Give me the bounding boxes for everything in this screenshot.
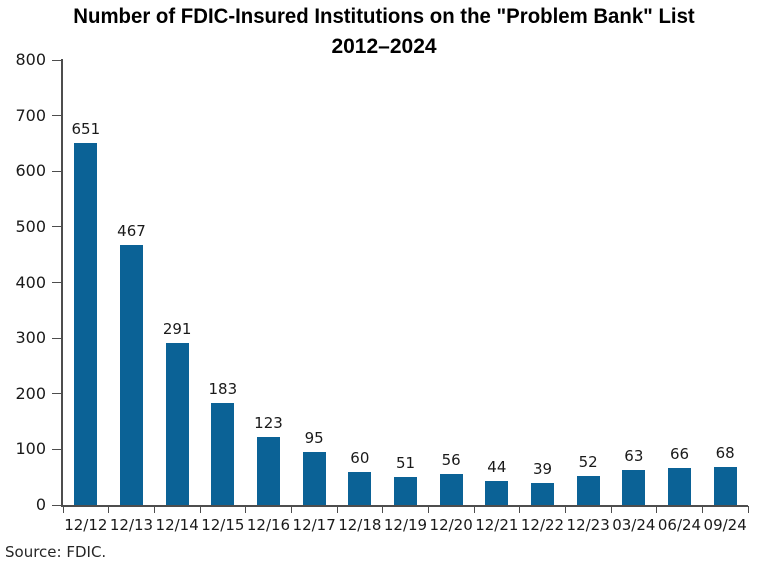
y-axis-tick-label: 100 [15, 439, 46, 459]
x-axis-label: 09/24 [703, 516, 747, 534]
bar-value-label: 56 [441, 450, 461, 469]
x-axis-tick [427, 506, 429, 513]
bar [622, 469, 646, 505]
y-axis-tick [52, 393, 62, 395]
bar [165, 343, 189, 505]
bar [713, 467, 737, 505]
bar [257, 436, 280, 505]
y-axis-tick [52, 59, 62, 61]
x-axis-tick [610, 506, 612, 513]
x-axis-label: 12/17 [292, 516, 336, 534]
x-axis-tick [62, 506, 64, 513]
bar-value-label: 183 [208, 380, 238, 399]
y-axis-tick-label: 600 [15, 161, 46, 181]
y-axis-tick [52, 115, 62, 117]
x-axis-tick [473, 506, 475, 513]
x-axis-line [61, 505, 748, 507]
bar-value-label: 66 [669, 445, 690, 464]
y-axis-tick-label: 200 [15, 383, 46, 403]
bar-value-label: 95 [304, 429, 324, 448]
bar [120, 245, 143, 505]
x-axis-tick [747, 506, 749, 513]
bar-value-label: 63 [624, 446, 644, 465]
bar-value-label: 51 [395, 453, 416, 472]
x-axis-label: 12/23 [566, 516, 610, 534]
x-axis-tick [199, 506, 201, 513]
x-axis-tick [290, 506, 292, 513]
x-axis-tick [153, 506, 155, 513]
x-axis-tick [701, 506, 703, 513]
x-axis-label: 12/12 [64, 516, 108, 534]
x-axis-tick [108, 506, 110, 513]
bar-value-label: 52 [578, 453, 598, 472]
bar [302, 452, 326, 505]
bar [211, 403, 235, 505]
x-axis-tick [656, 506, 658, 513]
y-axis-tick-label: 800 [15, 50, 46, 69]
bar-value-label: 60 [350, 448, 370, 467]
y-axis-tick [52, 448, 62, 450]
y-axis-tick [52, 504, 62, 506]
bar [348, 471, 372, 505]
y-axis-tick-label: 0 [35, 495, 46, 514]
bar-value-label: 467 [117, 222, 146, 241]
x-axis-tick [564, 506, 566, 513]
bar-value-label: 44 [487, 457, 507, 476]
x-axis-tick [519, 506, 521, 513]
chart-title-line1: Number of FDIC-Insured Institutions on t… [73, 5, 695, 28]
y-axis-tick [52, 226, 62, 228]
y-axis-tick-label: 300 [15, 328, 46, 348]
bar [439, 473, 463, 505]
y-axis-tick-label: 400 [15, 272, 46, 292]
y-axis-tick-label: 700 [15, 105, 46, 125]
y-axis-tick-label: 500 [15, 216, 46, 236]
x-axis-label: 12/19 [383, 516, 428, 534]
chart-title: Number of FDIC-Insured Institutions on t… [0, 2, 768, 61]
bar [576, 476, 600, 505]
x-axis-label: 12/22 [520, 516, 565, 534]
bar [531, 483, 554, 505]
x-axis-label: 12/18 [338, 516, 382, 534]
x-axis-tick [245, 506, 247, 513]
bar [74, 142, 98, 505]
x-axis-label: 06/24 [657, 516, 702, 534]
x-axis-label: 03/24 [612, 516, 656, 534]
x-axis-label: 12/21 [475, 516, 519, 534]
x-axis-label: 12/13 [109, 516, 154, 534]
y-axis-tick [52, 282, 62, 283]
bar-value-label: 68 [715, 444, 735, 463]
x-axis-tick [382, 506, 384, 513]
x-axis-tick [336, 506, 338, 513]
x-axis-label: 12/16 [246, 516, 291, 534]
bar-value-label: 39 [532, 460, 553, 479]
chart-title-line2: 2012–2024 [331, 35, 437, 58]
y-axis-tick [52, 170, 62, 172]
x-axis-label: 12/14 [155, 516, 199, 534]
x-axis-label: 12/15 [201, 516, 245, 534]
bar-value-label: 291 [162, 320, 192, 339]
y-axis-tick [52, 337, 62, 339]
bar [485, 480, 509, 505]
source-note: Source: FDIC. [5, 543, 107, 561]
x-axis-label: 12/20 [429, 516, 473, 534]
bar [668, 468, 691, 505]
bar-value-label: 651 [71, 119, 101, 138]
bar-value-label: 123 [254, 413, 283, 432]
bar [394, 476, 417, 505]
